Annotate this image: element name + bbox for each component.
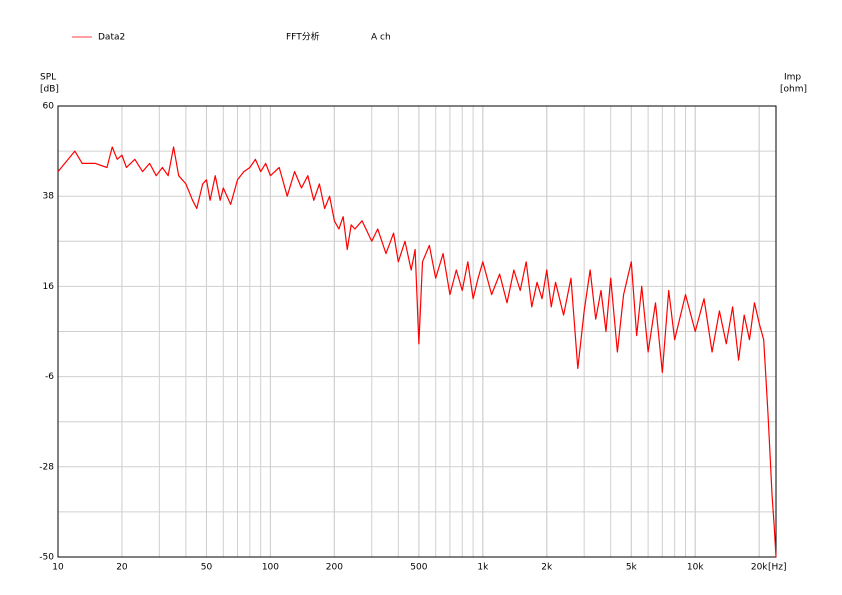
data-line xyxy=(57,146,777,558)
x-tick-label: 5k xyxy=(626,563,638,573)
x-axis-unit: [Hz] xyxy=(768,563,787,573)
y-tick-label: 38 xyxy=(43,192,55,202)
y-axis-unit: [dB] xyxy=(40,85,59,95)
legend-label: Data2 xyxy=(98,33,125,43)
plot-frame xyxy=(57,105,777,558)
chart-subtitle: A ch xyxy=(371,33,391,43)
y-tick-label: -6 xyxy=(45,372,54,382)
x-tick-label: 20 xyxy=(116,563,128,573)
y2-axis-unit: [ohm] xyxy=(780,85,807,95)
x-tick-label: 50 xyxy=(201,563,213,573)
x-tick-label: 200 xyxy=(326,563,343,573)
chart-title: FFT分析 xyxy=(286,31,320,43)
y-tick-label: -28 xyxy=(39,462,54,472)
y-tick-label: 60 xyxy=(43,102,55,112)
y2-axis-label: Imp xyxy=(784,73,801,83)
y-tick-label: -50 xyxy=(39,553,54,563)
x-tick-label: 500 xyxy=(410,563,427,573)
y-tick-label: 16 xyxy=(43,282,55,292)
x-tick-label: 10k xyxy=(687,563,704,573)
x-tick-label: 2k xyxy=(541,563,553,573)
x-tick-label: 100 xyxy=(262,563,279,573)
x-tick-label: 20k xyxy=(751,563,768,573)
y-axis-label: SPL xyxy=(40,73,56,83)
x-tick-label: 10 xyxy=(52,563,64,573)
x-tick-label: 1k xyxy=(477,563,489,573)
